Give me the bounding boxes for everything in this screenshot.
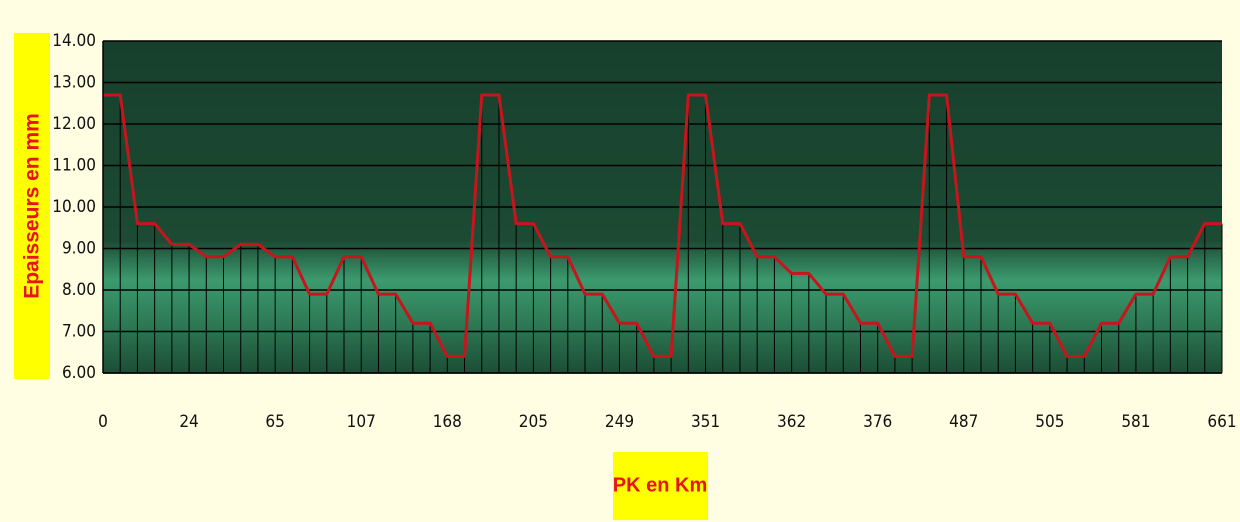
x-axis-label: PK en Km <box>613 474 707 496</box>
y-tick-label: 12.00 <box>52 114 96 134</box>
y-tick-label: 7.00 <box>62 322 96 342</box>
x-tick-label: 376 <box>863 412 892 432</box>
ylabel-box <box>14 33 50 379</box>
x-tick-label: 249 <box>605 412 634 432</box>
x-tick-label: 362 <box>777 412 806 432</box>
x-tick-label: 581 <box>1121 412 1150 432</box>
y-tick-label: 10.00 <box>52 197 96 217</box>
y-axis-label: Epaisseurs en mm <box>21 113 44 299</box>
x-tick-label: 205 <box>519 412 548 432</box>
x-tick-label: 168 <box>433 412 462 432</box>
data-line <box>103 93 1222 358</box>
y-tick-label: 9.00 <box>62 239 96 259</box>
y-tick-label: 14.00 <box>52 31 96 51</box>
x-tick-label: 0 <box>98 412 108 432</box>
y-tick-label: 13.00 <box>52 73 96 93</box>
x-tick-label: 505 <box>1035 412 1064 432</box>
x-tick-label: 24 <box>179 412 198 432</box>
y-tick-label: 8.00 <box>62 280 96 300</box>
y-tick-label: 11.00 <box>52 156 96 176</box>
x-tick-label: 487 <box>949 412 978 432</box>
xlabel-box <box>613 452 708 520</box>
x-tick-label: 65 <box>265 412 284 432</box>
x-tick-label: 351 <box>691 412 720 432</box>
y-tick-label: 6.00 <box>62 363 96 383</box>
x-tick-label: 661 <box>1207 412 1236 432</box>
x-tick-label: 107 <box>347 412 376 432</box>
